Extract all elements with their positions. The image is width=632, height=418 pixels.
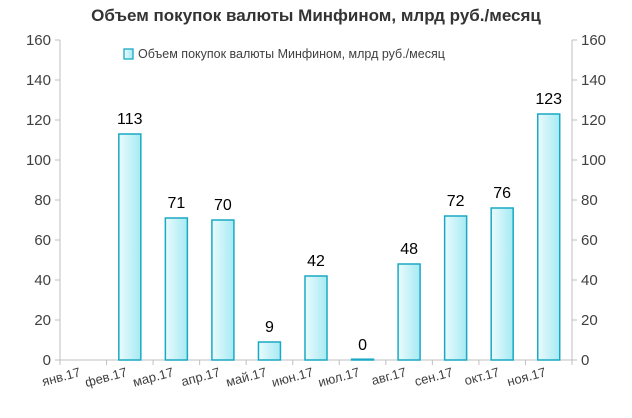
- y-tick-label-right: 0: [581, 352, 589, 369]
- data-label: 70: [214, 197, 232, 214]
- x-tick-label: июн.17: [270, 364, 315, 389]
- data-label: 48: [400, 241, 418, 258]
- bar: [443, 215, 468, 361]
- y-tick-label-left: 120: [26, 112, 51, 129]
- y-tick-label-left: 20: [34, 312, 51, 329]
- chart-title: Объем покупок валюты Минфином, млрд руб.…: [91, 6, 541, 25]
- y-tick-label-right: 160: [581, 32, 606, 49]
- data-label: 72: [447, 193, 465, 210]
- y-tick-label-right: 20: [581, 312, 598, 329]
- y-tick-label-left: 80: [34, 192, 51, 209]
- y-tick-label-left: 140: [26, 72, 51, 89]
- bar: [397, 263, 421, 361]
- y-tick-label-right: 140: [581, 72, 606, 89]
- bar: [211, 219, 235, 361]
- x-tick-label: авг.17: [370, 364, 408, 388]
- bar: [304, 275, 328, 361]
- x-tick-label: фев.17: [83, 364, 128, 390]
- y-tick-label-right: 100: [581, 152, 606, 169]
- legend-swatch: [123, 48, 134, 60]
- data-label: 0: [358, 337, 367, 354]
- y-tick-label-left: 0: [43, 352, 51, 369]
- data-label: 113: [117, 111, 143, 128]
- x-tick-label: май.17: [224, 364, 268, 389]
- y-tick-label-left: 60: [34, 232, 51, 249]
- y-tick-label-left: 100: [26, 152, 51, 169]
- data-label: 71: [167, 195, 185, 212]
- x-tick-label: июл.17: [316, 364, 361, 389]
- bar: [536, 113, 561, 361]
- x-tick-label: окт.17: [463, 364, 501, 388]
- x-tick-label: мар.17: [131, 364, 175, 389]
- y-tick-label-right: 60: [581, 232, 598, 249]
- bar: [490, 207, 514, 361]
- data-label: 76: [493, 185, 511, 202]
- y-tick-label-left: 40: [34, 272, 51, 289]
- y-tick-label-left: 160: [26, 32, 51, 49]
- data-label: 42: [307, 253, 325, 270]
- legend-label: Объем покупок валюты Минфином, млрд руб.…: [138, 47, 445, 61]
- bar: [257, 341, 282, 361]
- y-tick-label-right: 80: [581, 192, 598, 209]
- bar: [164, 217, 189, 361]
- bar: [118, 133, 142, 361]
- data-label: 9: [265, 319, 274, 336]
- bar: [350, 358, 375, 361]
- data-label: 123: [535, 91, 562, 108]
- y-tick-label-right: 40: [581, 272, 598, 289]
- x-tick-label: апр.17: [180, 364, 222, 389]
- x-tick-label: ноя.17: [505, 364, 547, 389]
- y-tick-label-right: 120: [581, 112, 606, 129]
- x-tick-label: сен.17: [413, 364, 455, 389]
